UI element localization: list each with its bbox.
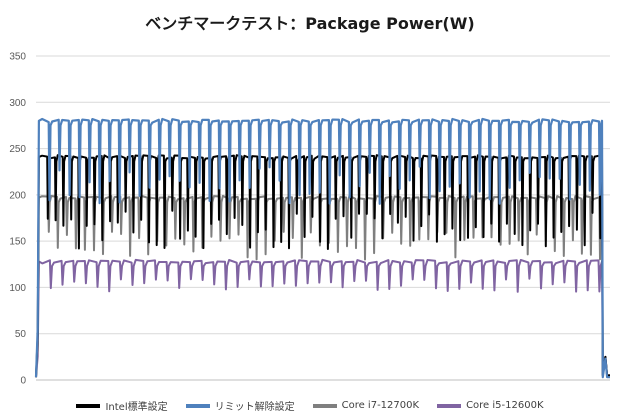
y-tick-label: 50 — [15, 329, 27, 340]
legend-swatch-intel — [76, 403, 101, 408]
legend-item: Core i7-12700K — [312, 398, 420, 413]
legend: Intel標準設定 リミット解除設定 Core i7-12700K Core i… — [0, 398, 620, 413]
y-tick-label: 250 — [9, 144, 26, 155]
legend-item: Intel標準設定 — [76, 398, 168, 413]
y-tick-label: 100 — [9, 283, 26, 294]
legend-label: Intel標準設定 — [105, 402, 168, 413]
legend-label: Core i7-12700K — [341, 400, 420, 411]
y-tick-label: 200 — [9, 190, 26, 201]
y-axis-ticks: 0 50 100 150 200 250 300 350 — [9, 52, 26, 387]
series-line — [35, 154, 610, 378]
legend-item: Core i5-12600K — [437, 398, 544, 413]
series-lines — [34, 117, 610, 379]
series-line — [35, 258, 610, 378]
series-line — [35, 194, 610, 378]
grid-lines — [36, 55, 610, 335]
y-tick-label: 350 — [9, 52, 26, 63]
series-line — [34, 117, 610, 379]
y-tick-label: 0 — [20, 376, 26, 387]
legend-label: Core i5-12600K — [466, 400, 544, 411]
legend-label: リミット解除設定 — [214, 402, 295, 413]
y-tick-label: 150 — [9, 237, 26, 248]
legend-item: リミット解除設定 — [185, 398, 295, 413]
chart-plot: 0 50 100 150 200 250 300 350 — [9, 52, 610, 387]
legend-swatch-i7 — [312, 403, 337, 408]
chart-title: ベンチマークテスト：Package Power(W) — [145, 14, 475, 33]
legend-swatch-i5 — [437, 403, 462, 408]
y-tick-label: 300 — [9, 98, 26, 109]
legend-swatch-unlimited — [185, 403, 210, 408]
